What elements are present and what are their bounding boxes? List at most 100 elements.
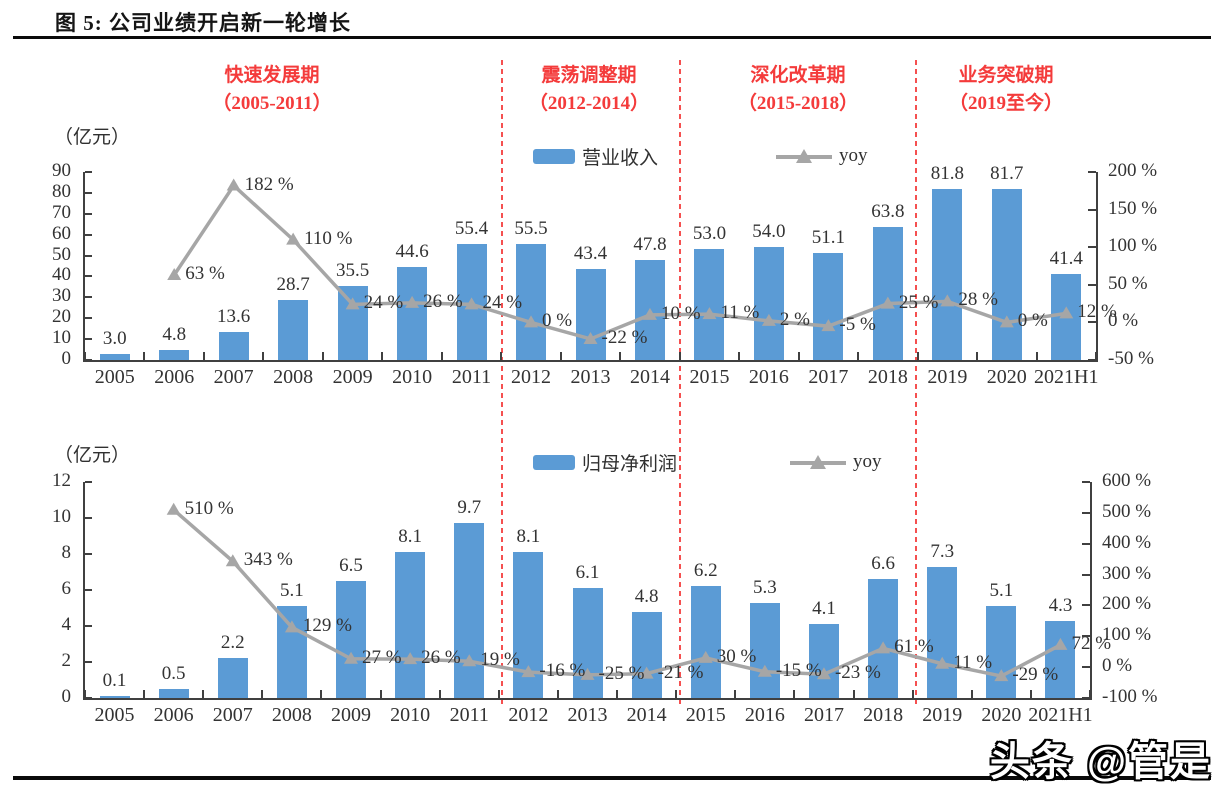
y-tick-label-right: 100 % (1108, 235, 1158, 257)
yoy-value-label: -16 % (539, 660, 586, 682)
legend-line-label: yoy (853, 451, 882, 472)
x-tick-label: 2008 (273, 366, 314, 388)
y-tick-label: 60 (52, 222, 71, 244)
x-tick (143, 352, 146, 360)
x-tick-label: 2018 (863, 704, 904, 726)
yoy-marker (225, 554, 240, 567)
x-tick (500, 352, 503, 360)
yoy-value-label: 0 % (1017, 310, 1048, 332)
x-axis (83, 698, 1092, 700)
bar-value-label: 55.5 (514, 218, 548, 240)
bar-value-label: 0.1 (102, 670, 127, 692)
bar-2017 (813, 253, 844, 360)
yoy-value-label: -25 % (598, 662, 645, 684)
y-tick-label-right: 100 % (1102, 624, 1152, 646)
phase-label-rapid-development: 快速发展期 （2005-2011） (212, 62, 331, 118)
bar-value-label: 4.8 (634, 585, 659, 607)
y-tick-label-right: 0 % (1102, 655, 1133, 677)
x-tick (916, 352, 919, 360)
bar-value-label: 7.3 (930, 540, 955, 562)
bottom-rule (13, 776, 1211, 780)
y-tick-label: 40 (52, 264, 71, 286)
x-tick (202, 352, 205, 360)
bar-2020 (991, 189, 1022, 360)
yoy-value-label: -5 % (839, 314, 876, 336)
y-tick (85, 317, 92, 320)
y-tick-right (1088, 321, 1096, 324)
x-tick (852, 690, 855, 698)
phase-label-reform: 深化改革期 （2015-2018） (738, 62, 858, 118)
bar-value-label: 0.5 (161, 663, 186, 684)
yoy-value-label: 10 % (660, 302, 701, 324)
x-tick (1029, 690, 1032, 698)
unit-label-bottom: （亿元） (54, 445, 131, 466)
legend-bar-label: 营业收入 (582, 148, 659, 169)
x-tick-label: 2017 (803, 704, 844, 726)
x-tick-label: 2008 (271, 704, 312, 726)
phase-divider-3 (915, 60, 917, 706)
y-tick (85, 589, 92, 591)
x-tick (320, 690, 323, 698)
x-tick (738, 352, 741, 360)
x-tick (857, 352, 860, 360)
x-tick-label: 2014 (626, 704, 667, 726)
figure-title: 图 5: 公司业绩开启新一轮增长 (55, 11, 351, 35)
yoy-value-label: 26 % (421, 647, 461, 669)
y-tick-label: 2 (61, 650, 72, 671)
x-tick (261, 690, 264, 698)
y-tick (85, 212, 92, 215)
phase-divider-2 (679, 60, 681, 706)
legend-net-profit-yoy: yoy (790, 451, 882, 473)
y-tick-label: 0 (61, 686, 72, 707)
x-tick (1035, 352, 1038, 360)
y-tick-label-right: 150 % (1108, 197, 1158, 219)
y-tick (85, 254, 92, 257)
legend-revenue: 营业收入 (533, 143, 658, 170)
y-tick (85, 553, 92, 555)
y-tick-right (1082, 542, 1090, 545)
x-tick-label: 2006 (153, 704, 194, 726)
bar-2007 (217, 658, 248, 698)
phase-range: （2019至今） (948, 93, 1064, 114)
bar-value-label: 5.3 (752, 576, 777, 598)
x-tick-label: 2016 (748, 366, 789, 388)
title-rule (13, 36, 1211, 39)
phase-name: 震荡调整期 (541, 65, 637, 86)
x-axis (83, 360, 1098, 362)
bar-2011 (454, 523, 485, 698)
phase-label-breakthrough: 业务突破期 （2019至今） (949, 62, 1063, 118)
y-tick (85, 481, 92, 483)
bar-value-label: 13.6 (217, 305, 251, 327)
x-tick-label: 2013 (570, 366, 611, 388)
y-tick-label-right: 200 % (1102, 593, 1152, 615)
phase-range: （2015-2018） (737, 93, 859, 114)
yoy-value-label: 61 % (894, 636, 934, 658)
yoy-value-label: 28 % (958, 289, 998, 311)
y-axis-left (83, 172, 85, 360)
y-tick-label: 90 (52, 160, 71, 181)
bar-2014 (631, 611, 662, 698)
y-tick-label: 50 (52, 243, 71, 265)
bar-value-label: 51.1 (811, 227, 845, 249)
yoy-value-label: 19 % (480, 649, 520, 671)
y-tick-label-right: 500 % (1102, 500, 1152, 522)
yoy-value-label: 12 % (1077, 301, 1117, 323)
y-tick-right (1082, 481, 1090, 483)
y-tick-right (1088, 359, 1096, 361)
x-tick (1089, 690, 1091, 698)
bar-value-label: 4.1 (812, 598, 836, 620)
phase-range: （2012-2014） (528, 93, 650, 114)
y-tick (85, 359, 92, 361)
y-tick-label-right: 50 % (1108, 272, 1148, 294)
x-tick-label: 2007 (212, 704, 253, 726)
x-tick (793, 690, 796, 698)
y-tick-label: 8 (61, 542, 72, 563)
x-tick (262, 352, 265, 360)
y-tick (85, 275, 92, 278)
bar-2006 (158, 689, 189, 698)
x-tick (678, 352, 681, 360)
bar-2019 (927, 566, 958, 698)
legend-bar-swatch (533, 149, 575, 164)
x-tick (438, 690, 441, 698)
yoy-value-label: 24 % (363, 292, 404, 314)
